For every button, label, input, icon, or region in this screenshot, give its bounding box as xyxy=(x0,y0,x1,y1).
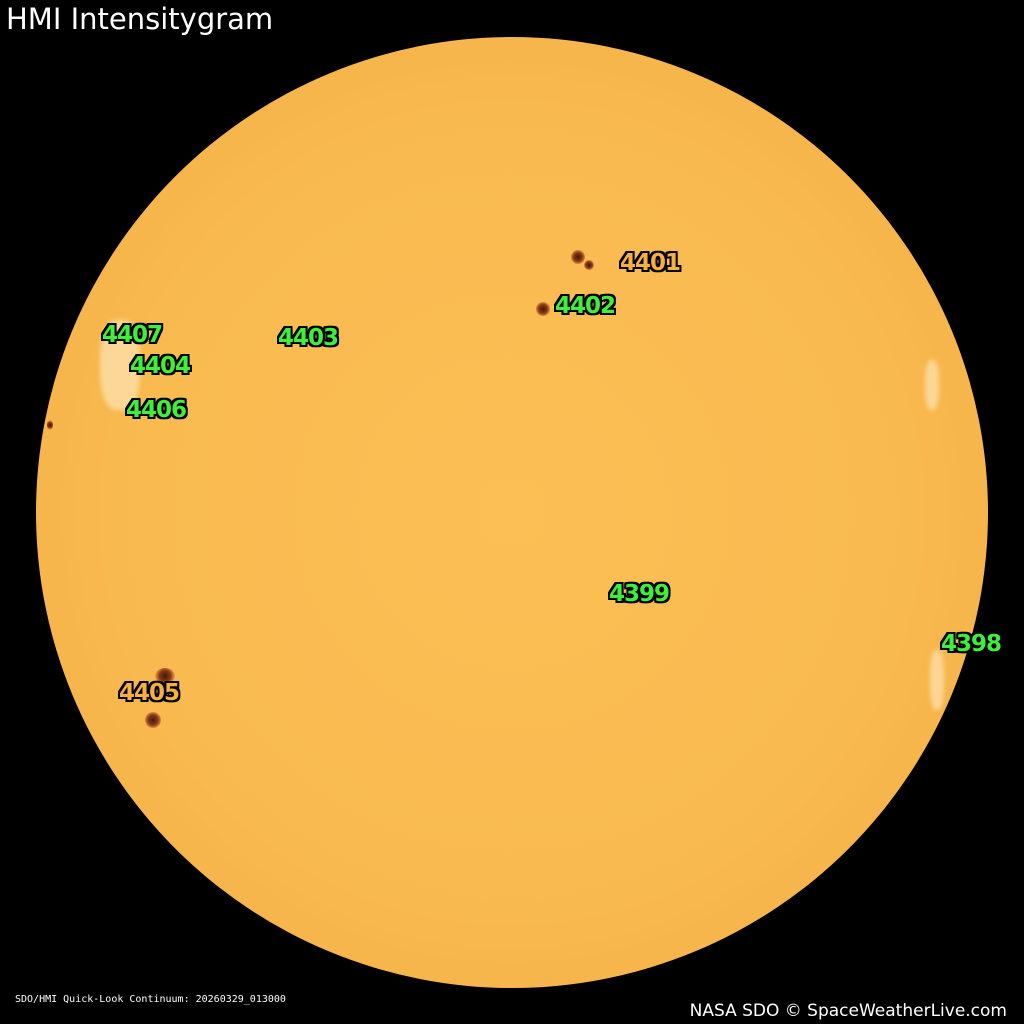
sunspot xyxy=(47,420,53,430)
sunspot xyxy=(571,250,585,264)
facula xyxy=(925,360,939,410)
sunspot xyxy=(584,260,594,270)
sunspot xyxy=(145,712,161,728)
region-label-4399: 4399 xyxy=(609,581,670,607)
credit-text: NASA SDO © SpaceWeatherLive.com xyxy=(689,1001,1007,1021)
sunspot xyxy=(155,668,175,684)
region-label-4401: 4401 xyxy=(620,250,681,276)
region-label-4402: 4402 xyxy=(555,293,616,319)
sunspot xyxy=(536,302,550,316)
image-title: HMI Intensitygram xyxy=(6,2,274,36)
region-label-4405: 4405 xyxy=(119,680,180,706)
region-label-4398: 4398 xyxy=(941,631,1002,657)
region-label-4404: 4404 xyxy=(130,353,191,379)
facula xyxy=(930,650,944,710)
region-label-4407: 4407 xyxy=(102,322,163,348)
solar-disc xyxy=(36,37,988,988)
region-label-4403: 4403 xyxy=(278,325,339,351)
observation-caption: SDO/HMI Quick-Look Continuum: 20260329_0… xyxy=(15,994,286,1005)
region-label-4406: 4406 xyxy=(126,397,187,423)
facula xyxy=(100,320,140,410)
